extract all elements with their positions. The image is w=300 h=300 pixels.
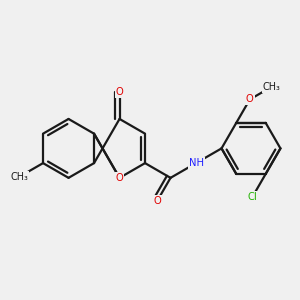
Text: CH₃: CH₃ <box>262 82 280 92</box>
Text: Cl: Cl <box>247 192 257 203</box>
Text: O: O <box>116 87 123 97</box>
Text: O: O <box>116 173 123 183</box>
Text: O: O <box>246 94 254 104</box>
Text: NH: NH <box>188 158 203 168</box>
Text: O: O <box>153 196 161 206</box>
Text: CH₃: CH₃ <box>11 172 28 182</box>
